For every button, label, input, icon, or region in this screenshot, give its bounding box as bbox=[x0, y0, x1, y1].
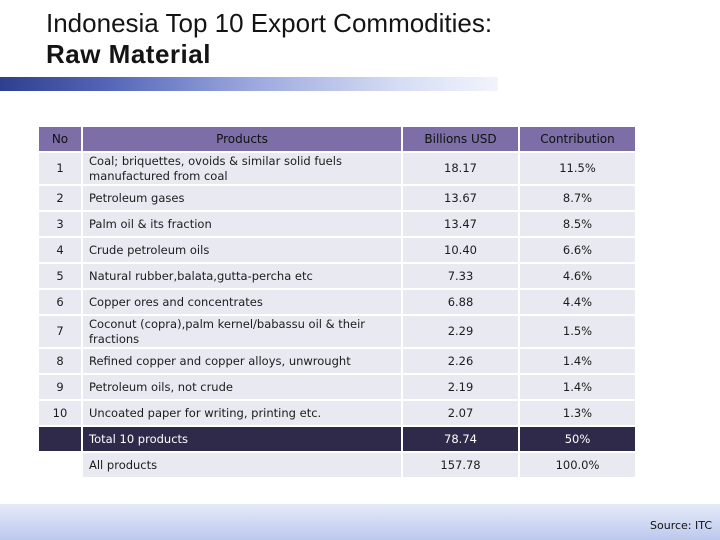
row-contribution: 8.5% bbox=[520, 212, 635, 236]
row-product: Natural rubber,balata,gutta-percha etc bbox=[83, 264, 401, 288]
table-row: 8 Refined copper and copper alloys, unwro… bbox=[39, 349, 635, 373]
title-line-2: Raw Material bbox=[46, 39, 211, 69]
table-row: 5 Natural rubber,balata,gutta-percha etc 7… bbox=[39, 264, 635, 288]
row-product: Crude petroleum oils bbox=[83, 238, 401, 262]
row-no: 4 bbox=[39, 238, 81, 262]
row-usd: 10.40 bbox=[403, 238, 518, 262]
row-contribution: 4.6% bbox=[520, 264, 635, 288]
row-usd: 13.67 bbox=[403, 186, 518, 210]
table-row: 6 Copper ores and concentrates 6.88 4.4% bbox=[39, 290, 635, 314]
all-no-cell bbox=[39, 453, 81, 477]
all-products-label: All products bbox=[83, 453, 401, 477]
row-contribution: 1.3% bbox=[520, 401, 635, 425]
total-no-cell bbox=[39, 427, 81, 451]
row-no: 3 bbox=[39, 212, 81, 236]
row-product: Uncoated paper for writing, printing etc… bbox=[83, 401, 401, 425]
row-contribution: 1.4% bbox=[520, 375, 635, 399]
total-usd: 78.74 bbox=[403, 427, 518, 451]
row-usd: 18.17 bbox=[403, 153, 518, 184]
total-label: Total 10 products bbox=[83, 427, 401, 451]
all-products-usd: 157.78 bbox=[403, 453, 518, 477]
row-usd: 2.19 bbox=[403, 375, 518, 399]
footer-bar bbox=[0, 504, 720, 540]
row-product: Petroleum oils, not crude bbox=[83, 375, 401, 399]
title-line-1: Indonesia Top 10 Export Commodities: bbox=[46, 8, 493, 38]
row-usd: 2.29 bbox=[403, 316, 518, 347]
table-row: 7 Coconut (copra),palm kernel/babassu oil… bbox=[39, 316, 635, 347]
slide-title: Indonesia Top 10 Export Commodities: Raw… bbox=[46, 8, 492, 70]
row-no: 2 bbox=[39, 186, 81, 210]
row-contribution: 1.4% bbox=[520, 349, 635, 373]
table-row: 9 Petroleum oils, not crude 2.19 1.4% bbox=[39, 375, 635, 399]
source-note: Source: ITC bbox=[650, 519, 712, 532]
row-no: 5 bbox=[39, 264, 81, 288]
table-row: 10 Uncoated paper for writing, printing e… bbox=[39, 401, 635, 425]
table-header-row: No Products Billions USD Contribution bbox=[39, 127, 635, 151]
title-underline-bar bbox=[0, 77, 498, 91]
row-contribution: 8.7% bbox=[520, 186, 635, 210]
row-no: 8 bbox=[39, 349, 81, 373]
table-row: 1 Coal; briquettes, ovoids & similar soli… bbox=[39, 153, 635, 184]
row-usd: 2.26 bbox=[403, 349, 518, 373]
header-no: No bbox=[39, 127, 81, 151]
row-product: Palm oil & its fraction bbox=[83, 212, 401, 236]
row-usd: 7.33 bbox=[403, 264, 518, 288]
row-product: Copper ores and concentrates bbox=[83, 290, 401, 314]
table-row: 4 Crude petroleum oils 10.40 6.6% bbox=[39, 238, 635, 262]
all-products-contribution: 100.0% bbox=[520, 453, 635, 477]
header-billions-usd: Billions USD bbox=[403, 127, 518, 151]
header-contribution: Contribution bbox=[520, 127, 635, 151]
table-body: 1 Coal; briquettes, ovoids & similar soli… bbox=[39, 153, 635, 477]
header-products: Products bbox=[83, 127, 401, 151]
row-no: 10 bbox=[39, 401, 81, 425]
row-contribution: 1.5% bbox=[520, 316, 635, 347]
row-usd: 2.07 bbox=[403, 401, 518, 425]
all-products-row: All products 157.78 100.0% bbox=[39, 453, 635, 477]
row-product: Petroleum gases bbox=[83, 186, 401, 210]
row-product: Coal; briquettes, ovoids & similar solid… bbox=[83, 153, 401, 184]
row-no: 9 bbox=[39, 375, 81, 399]
total-row: Total 10 products 78.74 50% bbox=[39, 427, 635, 451]
table-row: 3 Palm oil & its fraction 13.47 8.5% bbox=[39, 212, 635, 236]
row-product: Refined copper and copper alloys, unwrou… bbox=[83, 349, 401, 373]
row-usd: 13.47 bbox=[403, 212, 518, 236]
row-no: 7 bbox=[39, 316, 81, 347]
row-product: Coconut (copra),palm kernel/babassu oil … bbox=[83, 316, 401, 347]
table-row: 2 Petroleum gases 13.67 8.7% bbox=[39, 186, 635, 210]
row-no: 6 bbox=[39, 290, 81, 314]
row-contribution: 11.5% bbox=[520, 153, 635, 184]
row-no: 1 bbox=[39, 153, 81, 184]
row-contribution: 4.4% bbox=[520, 290, 635, 314]
row-contribution: 6.6% bbox=[520, 238, 635, 262]
row-usd: 6.88 bbox=[403, 290, 518, 314]
total-contribution: 50% bbox=[520, 427, 635, 451]
